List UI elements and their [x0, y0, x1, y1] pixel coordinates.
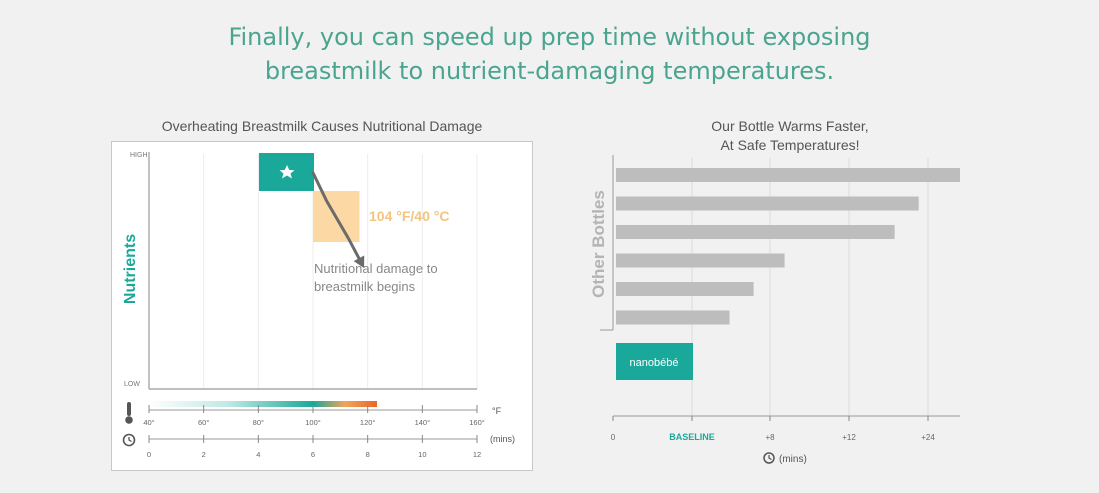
nutrient-chart-panel: HIGH LOW Nutrients 104 °F/40 °C Nutritio…	[111, 141, 533, 471]
x-tick-label: +24	[921, 433, 935, 442]
clock-icon	[763, 452, 775, 464]
temperature-gradient-bar	[149, 401, 377, 407]
x-tick-label: +12	[842, 433, 856, 442]
clock-icon	[122, 433, 136, 447]
other-bottle-bar	[616, 253, 785, 268]
x-tick-label: 0	[611, 433, 616, 442]
time-tick-label: 8	[366, 450, 370, 459]
temperature-tick-label: 160°	[469, 418, 485, 427]
time-tick-label: 4	[256, 450, 260, 459]
bars	[616, 168, 960, 325]
time-tick-label: 6	[311, 450, 315, 459]
y-axis-label: Other Bottles	[589, 190, 608, 298]
right-chart-title-line-2: At Safe Temperatures!	[720, 137, 860, 153]
temperature-tick-label: 140°	[415, 418, 431, 427]
temperature-ticks: 40° 60° 80° 100° 120° 140° 160°	[143, 405, 485, 427]
time-tick-label: 12	[473, 450, 481, 459]
y-axis-label: Nutrients	[122, 234, 139, 304]
temperature-tick-label: 120°	[360, 418, 376, 427]
x-tick-label: +8	[765, 433, 775, 442]
start-marker	[259, 153, 314, 191]
time-unit: (mins)	[490, 434, 515, 444]
grid-lines	[203, 154, 478, 389]
time-ticks: 0 2 4 6 8 10 12	[147, 435, 481, 459]
right-chart-title: Our Bottle Warms Faster, At Safe Tempera…	[620, 117, 960, 155]
other-bottle-bar	[616, 168, 960, 182]
nutrient-curve	[311, 171, 364, 266]
temperature-tick-label: 40°	[143, 418, 154, 427]
nanobebe-label: nanobébé	[630, 357, 679, 369]
y-tick-low: LOW	[124, 381, 140, 388]
other-bottle-bar	[616, 196, 919, 211]
damage-annotation-line-2: breastmilk begins	[314, 279, 416, 294]
damage-annotation-line-1: Nutritional damage to	[314, 261, 438, 276]
x-tick-label: BASELINE	[669, 432, 715, 442]
curve-arrowhead	[353, 255, 365, 268]
other-bottle-bar	[616, 282, 754, 296]
temperature-tick-label: 100°	[305, 418, 321, 427]
temperature-unit: °F	[492, 406, 502, 416]
y-tick-high: HIGH	[130, 152, 148, 159]
temperature-tick-label: 60°	[198, 418, 209, 427]
headline-line-2: breastmilk to nutrient-damaging temperat…	[264, 57, 835, 85]
thermometer-icon	[125, 402, 133, 424]
time-tick-label: 10	[418, 450, 426, 459]
headline-line-1: Finally, you can speed up prep time with…	[228, 23, 871, 51]
x-axis-label: (mins)	[779, 454, 807, 465]
threshold-label: 104 °F/40 °C	[369, 208, 449, 224]
nanobebe-bar: nanobébé	[616, 343, 693, 380]
temperature-tick-label: 80°	[253, 418, 264, 427]
time-tick-label: 0	[147, 450, 151, 459]
left-chart-title: Overheating Breastmilk Causes Nutritiona…	[161, 118, 483, 134]
other-bottle-bar	[616, 310, 730, 325]
x-ticks: 0 BASELINE +8 +12 +24	[611, 416, 935, 442]
headline: Finally, you can speed up prep time with…	[0, 20, 1099, 88]
star-icon	[279, 165, 295, 179]
nutrient-chart: HIGH LOW Nutrients 104 °F/40 °C Nutritio…	[122, 152, 515, 459]
right-chart-title-line-1: Our Bottle Warms Faster,	[711, 118, 869, 134]
other-bottle-bar	[616, 225, 895, 239]
time-tick-label: 2	[202, 450, 206, 459]
